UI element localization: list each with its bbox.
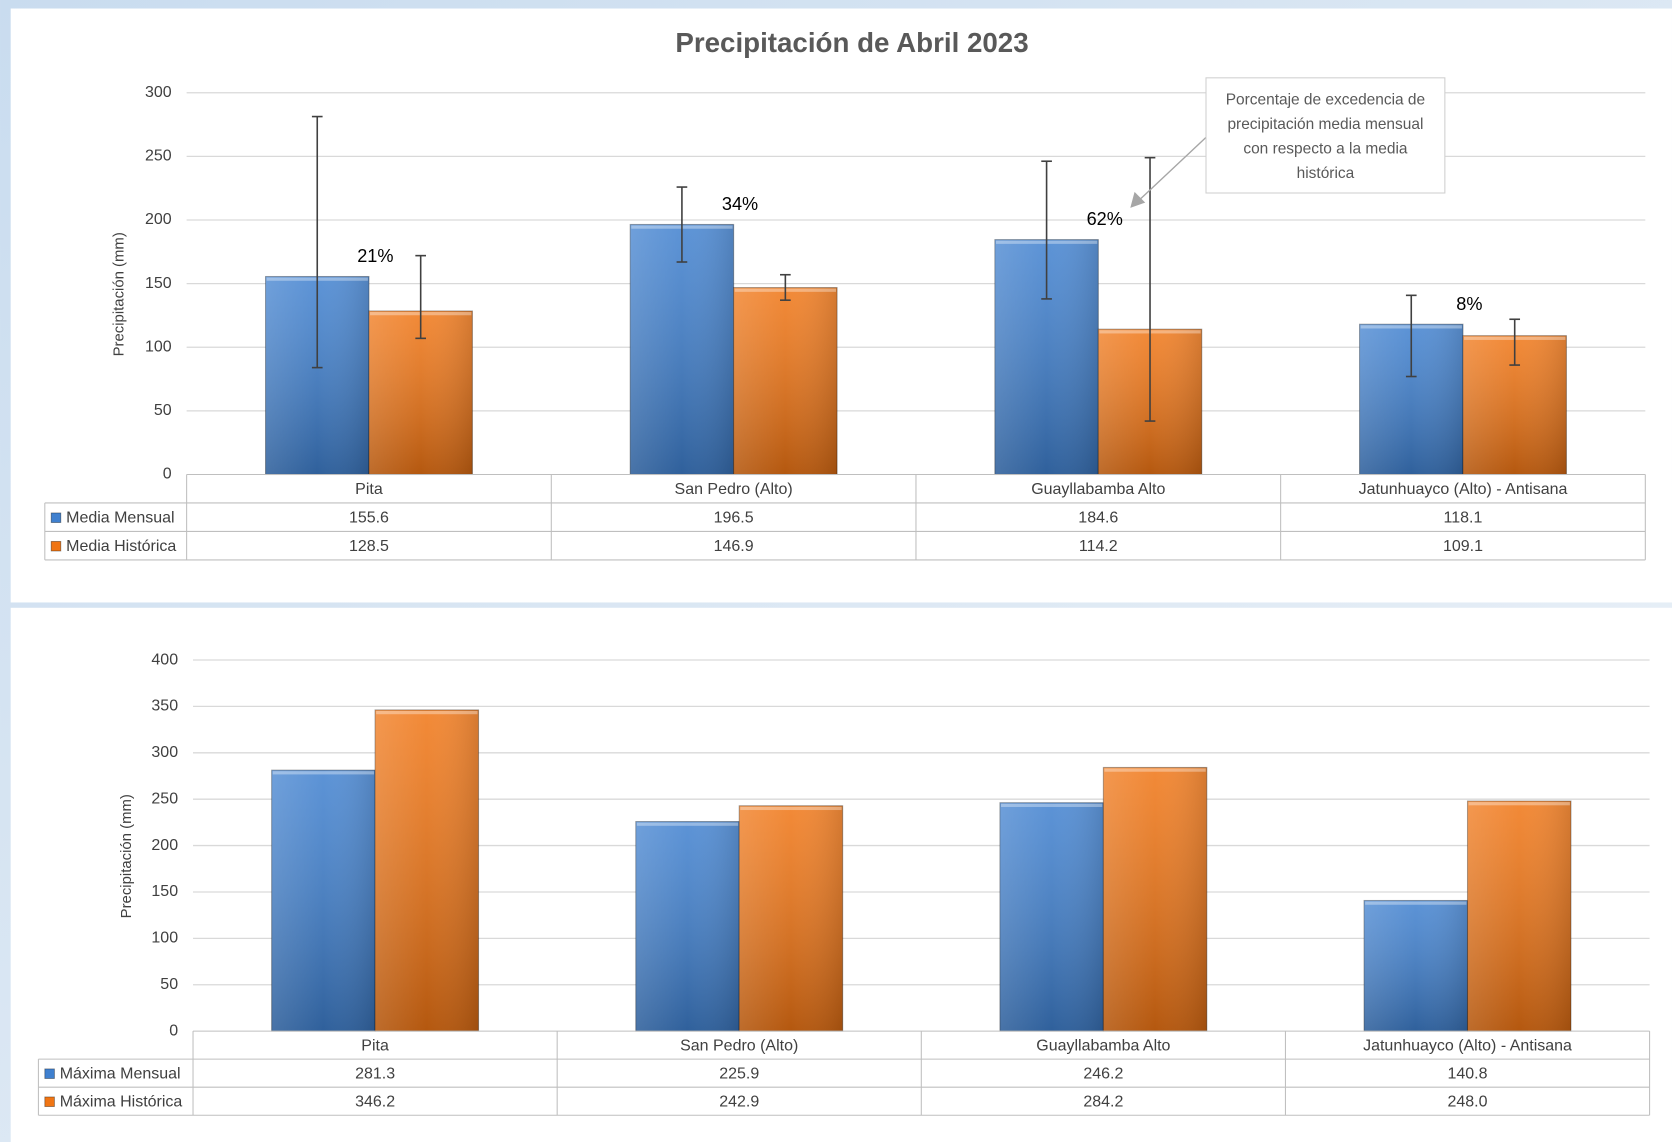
bar bbox=[738, 805, 844, 1032]
legend-label: Media Mensual bbox=[66, 509, 174, 526]
table-cell: 225.9 bbox=[719, 1065, 759, 1082]
table-cell: 196.5 bbox=[714, 509, 754, 526]
error-bar bbox=[676, 186, 688, 263]
y-axis-label: Precipitación (mm) bbox=[110, 232, 127, 356]
table-cell: 281.3 bbox=[355, 1065, 395, 1082]
error-bar bbox=[415, 254, 427, 340]
bar bbox=[271, 769, 376, 1032]
bar bbox=[374, 709, 480, 1032]
y-tick-label: 0 bbox=[169, 1022, 178, 1039]
annotation-arrowhead bbox=[1130, 191, 1146, 208]
y-tick-label: 200 bbox=[145, 211, 172, 228]
y-tick-label: 50 bbox=[160, 976, 178, 993]
table-cell: 128.5 bbox=[349, 538, 389, 555]
x-tick-label: Pita bbox=[355, 481, 383, 498]
bar-highlight bbox=[740, 806, 842, 811]
bar-highlight bbox=[1365, 901, 1467, 905]
bar bbox=[1363, 899, 1469, 1032]
y-tick-label: 200 bbox=[151, 837, 178, 854]
legend-label: Máxima Histórica bbox=[60, 1093, 183, 1110]
y-tick-label: 50 bbox=[154, 402, 172, 419]
table-cell: 155.6 bbox=[349, 509, 389, 526]
legend-swatch bbox=[50, 512, 62, 523]
y-tick-label: 150 bbox=[145, 275, 172, 292]
y-tick-label: 100 bbox=[145, 338, 172, 355]
data-label: 34% bbox=[722, 194, 758, 214]
y-tick-label: 250 bbox=[151, 790, 178, 807]
chart-title: Precipitación de Abril 2023 bbox=[675, 27, 1028, 58]
error-bar bbox=[311, 115, 323, 369]
x-tick-label: Jatunhuayco (Alto) - Antisana bbox=[1359, 481, 1568, 498]
y-tick-label: 400 bbox=[151, 651, 178, 668]
legend-swatch bbox=[44, 1096, 55, 1107]
error-bar bbox=[1509, 318, 1521, 366]
table-cell: 284.2 bbox=[1083, 1093, 1123, 1110]
error-bar bbox=[1144, 156, 1156, 422]
y-tick-label: 250 bbox=[145, 148, 172, 165]
table-cell: 346.2 bbox=[355, 1093, 395, 1110]
data-label: 8% bbox=[1456, 294, 1482, 314]
table-cell: 246.2 bbox=[1083, 1065, 1123, 1082]
y-tick-label: 150 bbox=[151, 883, 178, 900]
bar-highlight bbox=[1468, 802, 1570, 806]
x-tick-label: Jatunhuayco (Alto) - Antisana bbox=[1363, 1037, 1572, 1054]
table-cell: 109.1 bbox=[1443, 538, 1483, 555]
table-cell: 248.0 bbox=[1448, 1093, 1488, 1110]
x-tick-label: Guayllabamba Alto bbox=[1036, 1037, 1170, 1054]
bar bbox=[999, 802, 1104, 1032]
x-tick-label: Pita bbox=[361, 1037, 389, 1054]
bar-highlight bbox=[376, 711, 478, 715]
table-cell: 114.2 bbox=[1079, 538, 1118, 555]
bar bbox=[1102, 766, 1208, 1032]
error-bar bbox=[1041, 160, 1052, 300]
bar bbox=[1466, 800, 1572, 1032]
y-tick-label: 300 bbox=[145, 84, 172, 101]
x-tick-label: San Pedro (Alto) bbox=[675, 481, 793, 498]
bar-highlight bbox=[1001, 803, 1103, 807]
y-tick-label: 350 bbox=[151, 698, 178, 715]
y-tick-label: 0 bbox=[163, 466, 172, 483]
data-label: 62% bbox=[1087, 209, 1123, 229]
bar-highlight bbox=[636, 822, 739, 826]
annotation-text: Porcentaje de excedencia de precipitació… bbox=[1225, 91, 1426, 183]
table-cell: 140.8 bbox=[1448, 1065, 1488, 1082]
y-axis-label: Precipitación (mm) bbox=[118, 794, 135, 918]
annotation-box bbox=[1205, 77, 1446, 194]
legend-swatch bbox=[44, 1068, 55, 1079]
data-label: 21% bbox=[357, 246, 393, 266]
error-bar bbox=[1405, 294, 1417, 378]
bar-highlight bbox=[1104, 768, 1206, 772]
annotation-arrow bbox=[1138, 134, 1209, 201]
table-cell: 242.9 bbox=[719, 1093, 759, 1110]
x-tick-label: Guayllabamba Alto bbox=[1031, 481, 1165, 498]
bar-highlight bbox=[272, 771, 375, 775]
y-tick-label: 100 bbox=[151, 930, 178, 947]
bar bbox=[733, 287, 838, 476]
error-bar bbox=[780, 273, 791, 301]
table-cell: 118.1 bbox=[1444, 509, 1483, 526]
annotation: Porcentaje de excedencia de precipitació… bbox=[1225, 91, 1426, 183]
table-cell: 184.6 bbox=[1078, 509, 1118, 526]
legend-swatch bbox=[50, 540, 62, 552]
y-tick-label: 300 bbox=[151, 744, 178, 761]
legend-label: Máxima Mensual bbox=[60, 1065, 181, 1082]
table-cell: 146.9 bbox=[714, 538, 754, 555]
bar bbox=[635, 821, 740, 1032]
legend-label: Media Histórica bbox=[66, 538, 176, 555]
x-tick-label: San Pedro (Alto) bbox=[680, 1037, 798, 1054]
